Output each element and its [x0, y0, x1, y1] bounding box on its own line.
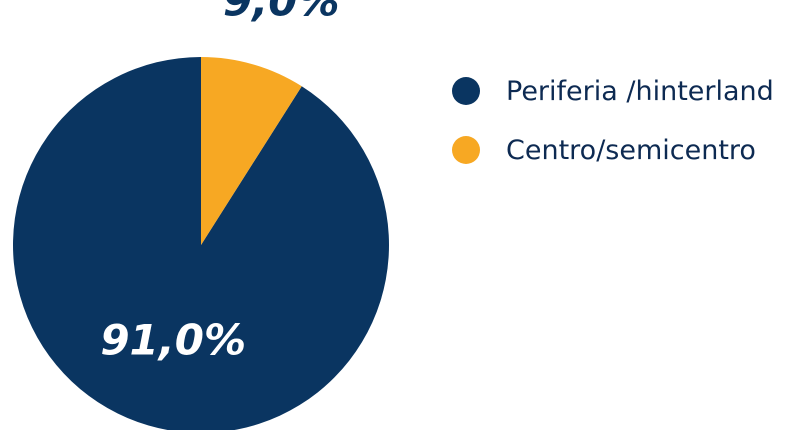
legend-item-periferia: Periferia /hinterland [452, 74, 774, 108]
legend-item-centro: Centro/semicentro [452, 133, 774, 167]
pie-slice-centro [201, 56, 302, 245]
legend-label-centro: Centro/semicentro [506, 134, 756, 166]
pie-label-centro: 9,0% [223, 0, 339, 26]
legend-marker-centro [452, 136, 480, 164]
pie-label-periferia: 91,0% [100, 316, 246, 365]
legend-label-periferia: Periferia /hinterland [506, 75, 774, 107]
legend: Periferia /hinterland Centro/semicentro [452, 74, 774, 192]
pie-slice-periferia [13, 57, 389, 430]
legend-marker-periferia [452, 77, 480, 105]
